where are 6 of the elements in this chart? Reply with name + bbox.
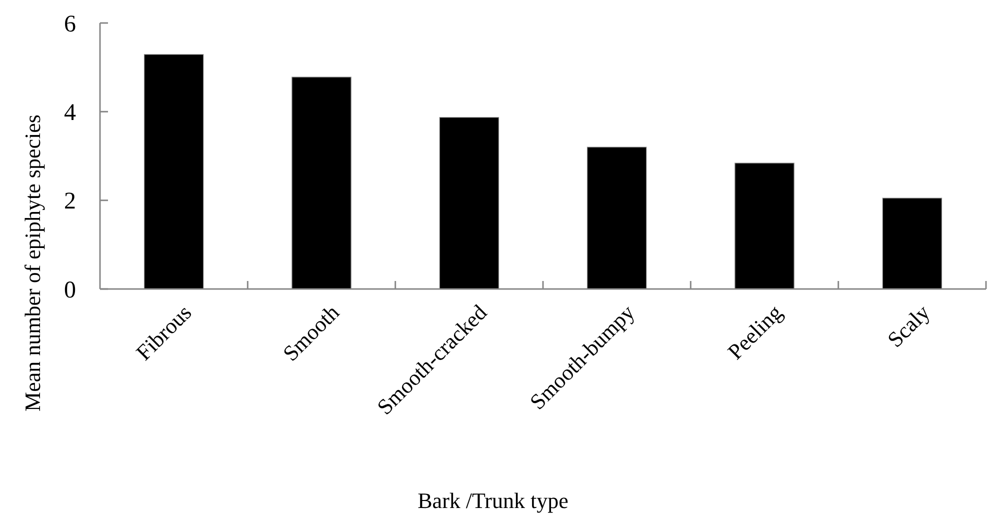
- y-axis-title: Mean number of epiphyte species: [20, 114, 45, 412]
- y-tick-label: 6: [64, 11, 76, 38]
- x-axis-title: Bark /Trunk type: [418, 488, 568, 513]
- y-tick-label: 4: [64, 100, 76, 126]
- y-tick-label: 2: [64, 188, 76, 215]
- y-tick-label: 0: [64, 277, 76, 304]
